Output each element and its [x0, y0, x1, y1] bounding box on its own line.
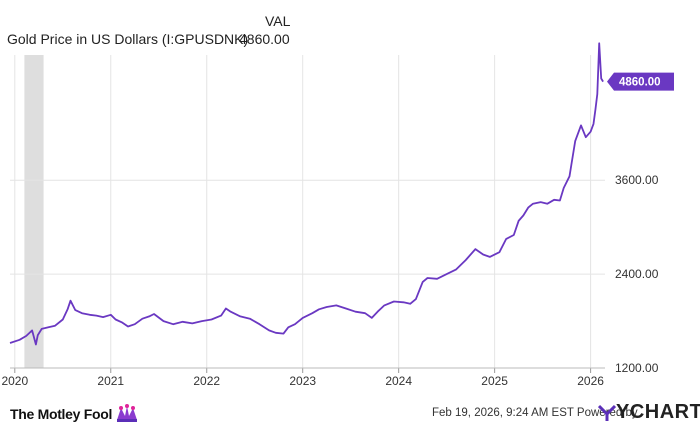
gold-price-chart: 2020 2021 2022 2023 2024 2025 2026 1200.00 2400…	[1, 42, 674, 388]
brand-name: The Motley Fool	[10, 406, 113, 422]
x-tick-label: 2026	[577, 374, 604, 388]
last-value-badge: 4860.00	[607, 72, 674, 91]
recession-band	[24, 55, 44, 368]
last-value-label: 4860.00	[619, 77, 661, 89]
legend-series-name: Gold Price in US Dollars (I:GPUSDNK)	[7, 31, 249, 47]
x-tick-label: 2022	[193, 374, 220, 388]
x-tick-label: 2023	[289, 374, 316, 388]
provider-name: YCHARTS	[616, 401, 700, 423]
motley-fool-logo: The Motley Fool	[10, 404, 139, 424]
legend-series-value: 4860.00	[239, 31, 290, 47]
ycharts-logo: YCHARTS	[598, 401, 700, 424]
x-tick-label: 2020	[1, 374, 28, 388]
gold-price-line	[9, 42, 604, 346]
x-tick-label: 2024	[385, 374, 412, 388]
x-tick-label: 2021	[97, 374, 124, 388]
ycharts-y-icon	[598, 404, 616, 421]
chart-footer: The Motley Fool Feb 19, 2026, 9:24 AM ES…	[0, 396, 700, 428]
y-tick-label: 3600.00	[615, 173, 659, 187]
y-axis-ticks: 1200.00 2400.00 3600.00	[615, 173, 659, 375]
y-tick-label: 1200.00	[615, 361, 659, 375]
legend-column-header: VAL	[265, 13, 291, 29]
timestamp-text: Feb 19, 2026, 9:24 AM EST	[432, 407, 574, 419]
y-tick-label: 2400.00	[615, 267, 659, 281]
x-axis-ticks: 2020 2021 2022 2023 2024 2025 2026	[1, 367, 605, 388]
chart-legend: VAL Gold Price in US Dollars (I:GPUSDNK)…	[0, 0, 320, 52]
x-tick-label: 2025	[481, 374, 508, 388]
jester-hat-icon	[117, 404, 138, 422]
chart-grid	[10, 55, 605, 369]
